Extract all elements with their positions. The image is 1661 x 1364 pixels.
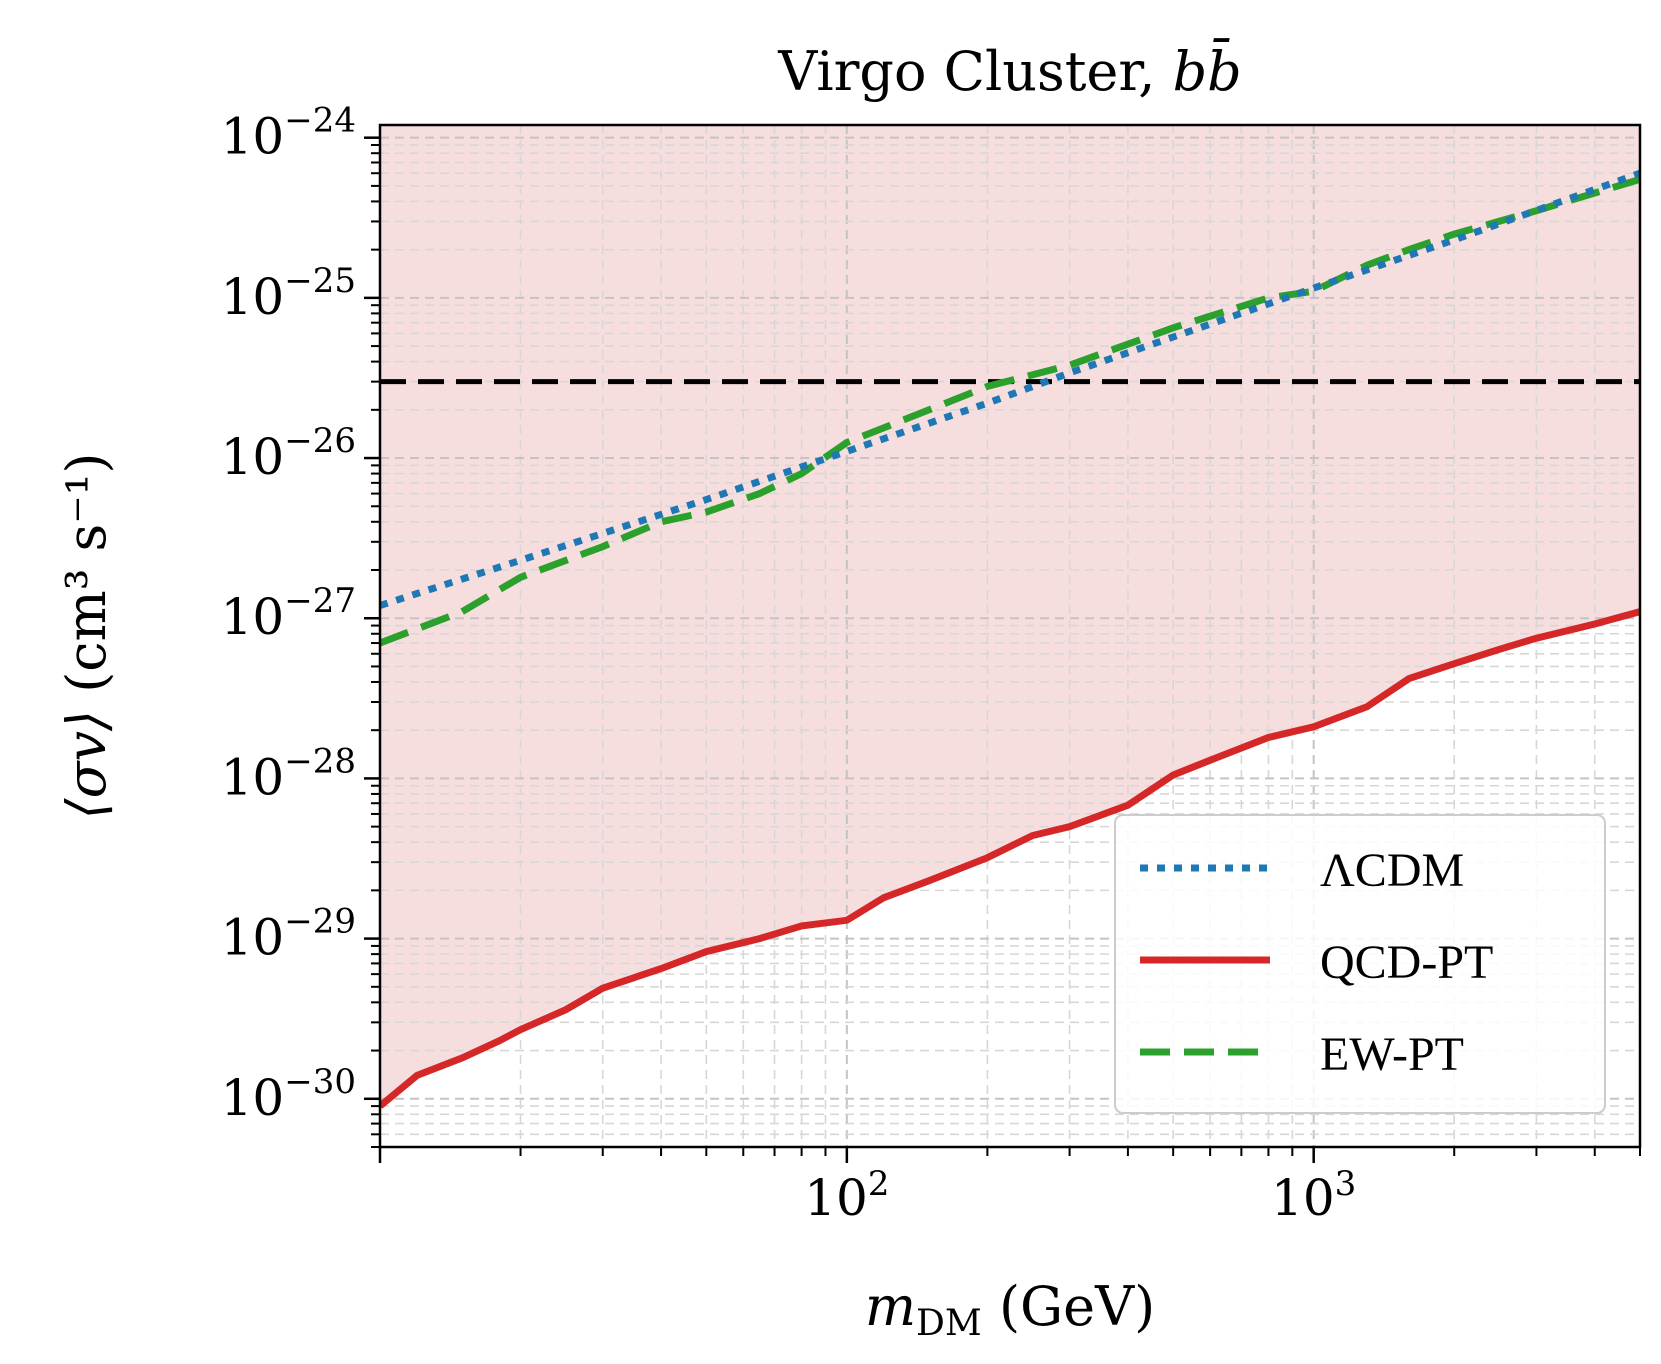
y-tick-label-exponent: −26 — [284, 421, 356, 461]
y-tick-label: 10−25 — [221, 261, 356, 326]
y-axis-label-symbol: ⟨σv⟩ — [55, 710, 118, 820]
excluded-region-layer — [380, 125, 1640, 1107]
axis-tick-labels: 102 10310−2410−2510−2610−2710−2810−2910−3… — [221, 101, 1357, 1227]
legend-label-lcdm: ΛCDM — [1320, 844, 1464, 897]
x-tick-label-base: 10 — [1271, 1169, 1335, 1227]
x-tick-label-base: 10 — [804, 1169, 868, 1227]
chart-title: Virgo Cluster, bb̄ — [777, 37, 1241, 103]
y-tick-label-exponent: −24 — [284, 101, 356, 141]
excluded-region — [380, 125, 1640, 1107]
y-axis-label-unit: (cm³ s⁻¹) — [55, 453, 118, 710]
series-line-qcd-pt — [380, 608, 1640, 1109]
x-tick-label-exponent: 3 — [1335, 1164, 1357, 1204]
y-axis-label: ⟨σv⟩ (cm³ s⁻¹) — [55, 453, 118, 820]
y-tick-label-exponent: −29 — [284, 902, 356, 942]
y-tick-label-base: 10 — [221, 909, 285, 967]
y-tick-label-exponent: −28 — [284, 741, 356, 781]
y-tick-label-base: 10 — [221, 1069, 285, 1127]
x-axis-label-subscript: DM — [916, 1303, 982, 1344]
series-layer — [380, 169, 1640, 1109]
y-tick-label: 10−30 — [221, 1062, 356, 1127]
chart-title-text: Virgo Cluster, — [777, 40, 1172, 103]
x-axis-label-symbol: m — [865, 1275, 916, 1338]
y-tick-label: 10−28 — [221, 741, 356, 806]
y-tick-label-exponent: −27 — [284, 581, 356, 621]
x-axis-label-unit: (GeV) — [982, 1275, 1155, 1338]
x-tick-label: 103 — [1271, 1164, 1356, 1227]
y-tick-label-base: 10 — [221, 748, 285, 806]
legend: ΛCDM QCD-PT EW-PT — [1114, 814, 1606, 1114]
legend-label-qcd-pt: QCD-PT — [1320, 936, 1493, 989]
x-tick-label-exponent: 2 — [868, 1164, 890, 1204]
grid — [380, 125, 1640, 1147]
legend-box — [1114, 814, 1606, 1114]
y-tick-label-base: 10 — [221, 428, 285, 486]
y-tick-label: 10−26 — [221, 421, 356, 486]
y-tick-label-exponent: −30 — [284, 1062, 356, 1102]
y-tick-label-base: 10 — [221, 588, 285, 646]
series-line-lcdm — [380, 169, 1640, 609]
chart-title-math: bb̄ — [1173, 37, 1242, 103]
x-axis-label: mDM (GeV) — [865, 1275, 1155, 1344]
axis-ticks — [364, 136, 1641, 1163]
x-tick-label: 102 — [804, 1164, 889, 1227]
y-tick-label: 10−27 — [221, 581, 356, 646]
y-tick-label: 10−29 — [221, 902, 356, 967]
series-line-ew-pt — [380, 175, 1640, 647]
y-tick-label-exponent: −25 — [284, 261, 356, 301]
plot-frame — [378, 123, 1642, 1149]
y-tick-label-base: 10 — [221, 268, 285, 326]
legend-label-ew-pt: EW-PT — [1320, 1028, 1464, 1081]
y-tick-label-base: 10 — [221, 108, 285, 166]
y-tick-label: 10−24 — [221, 101, 356, 166]
